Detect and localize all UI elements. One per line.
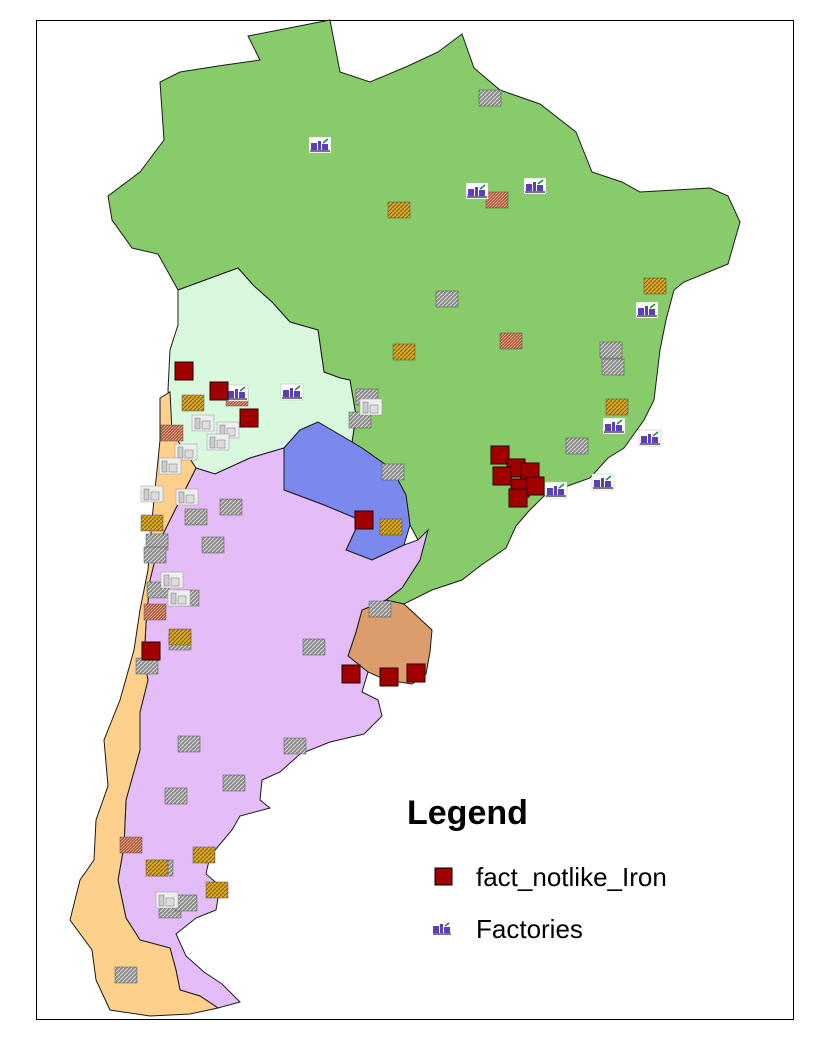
iron-marker [341, 664, 361, 684]
building-marker [155, 891, 179, 909]
legend-label-factories: Factories [476, 913, 583, 944]
building-marker [174, 443, 198, 461]
rock-marker [565, 437, 589, 455]
rock-marker [174, 894, 198, 912]
gold-marker [140, 514, 164, 532]
iron-marker [492, 466, 512, 486]
iron-marker [209, 381, 229, 401]
rock-marker [201, 536, 225, 554]
factory-marker [465, 182, 489, 200]
gold-marker [145, 859, 169, 877]
iron-marker [406, 663, 426, 683]
rock-marker [184, 508, 208, 526]
gold-marker [392, 343, 416, 361]
legend-item-iron: fact_notlike_Iron [432, 862, 667, 892]
rock-marker [381, 463, 405, 481]
rock-marker [222, 774, 246, 792]
factory-marker [602, 417, 626, 435]
factory-marker [308, 136, 332, 154]
brown-marker [119, 836, 143, 854]
legend-label-iron: fact_notlike_Iron [476, 861, 667, 892]
factory-marker [225, 384, 249, 402]
factory-marker [591, 473, 615, 491]
rock-marker [601, 358, 625, 376]
legend-iron-symbol [434, 867, 453, 886]
building-marker [160, 571, 184, 589]
rock-marker [143, 546, 167, 564]
iron-marker [490, 445, 510, 465]
rock-marker [368, 600, 392, 618]
legend-title: Legend [407, 794, 528, 832]
rock-marker [219, 498, 243, 516]
building-marker [206, 433, 230, 451]
brown-marker [160, 424, 184, 442]
iron-marker [239, 408, 259, 428]
iron-marker [141, 641, 161, 661]
factory-marker [280, 383, 304, 401]
rock-marker [599, 341, 623, 359]
rock-marker [435, 290, 459, 308]
gold-marker [379, 518, 403, 536]
brown-marker [143, 603, 167, 621]
gold-marker [387, 201, 411, 219]
rock-marker [177, 735, 201, 753]
iron-marker [508, 488, 528, 508]
building-marker [175, 488, 199, 506]
map-markers [114, 89, 667, 984]
gold-marker [168, 628, 192, 646]
legend-factory-icon [433, 922, 451, 935]
building-marker [191, 414, 215, 432]
legend-item-factories: Factories [432, 914, 583, 944]
brown-marker [499, 332, 523, 350]
building-marker [359, 398, 383, 416]
building-marker [158, 457, 182, 475]
brown-marker [485, 191, 509, 209]
rock-marker [478, 89, 502, 107]
iron-marker [174, 361, 194, 381]
rock-marker [283, 737, 307, 755]
gold-marker [643, 277, 667, 295]
factory-marker [638, 429, 662, 447]
building-marker [140, 485, 164, 503]
rock-marker [114, 966, 138, 984]
iron-marker [525, 476, 545, 496]
factory-marker [635, 301, 659, 319]
gold-marker [605, 398, 629, 416]
iron-marker [379, 667, 399, 687]
iron-marker [354, 510, 374, 530]
rock-marker [302, 638, 326, 656]
building-marker [167, 589, 191, 607]
gold-marker [205, 881, 229, 899]
gold-marker [192, 846, 216, 864]
gold-marker [181, 394, 205, 412]
factory-marker [523, 177, 547, 195]
rock-marker [164, 787, 188, 805]
factory-marker [544, 481, 568, 499]
